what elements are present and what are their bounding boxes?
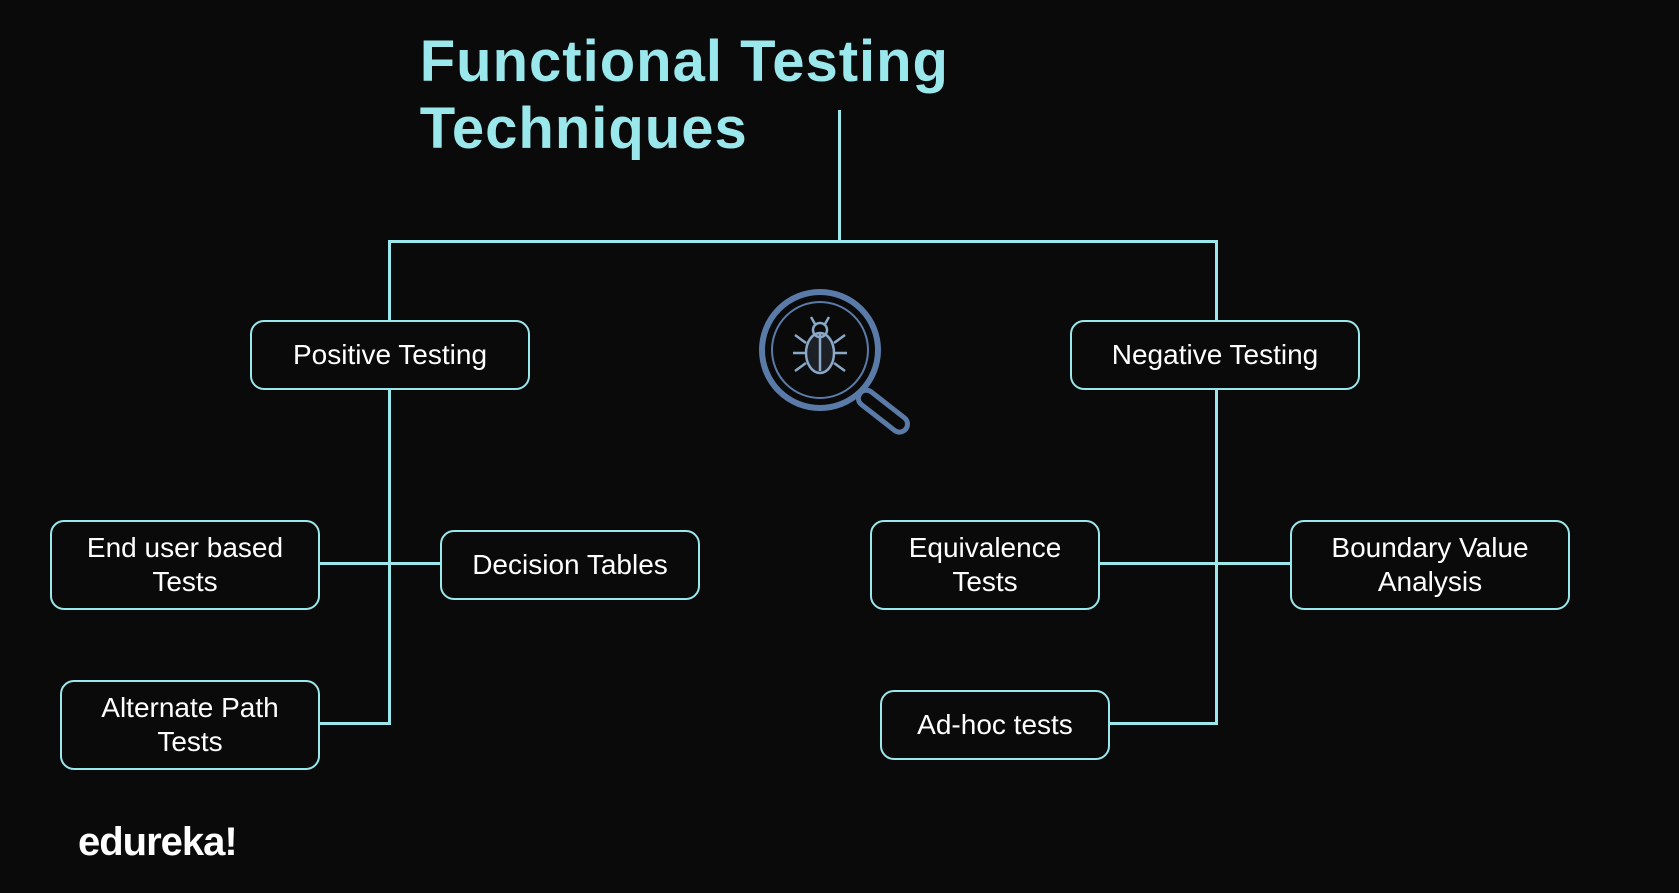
bug-magnifier-icon: [735, 275, 935, 460]
connector: [388, 240, 1218, 243]
connector: [1215, 562, 1218, 725]
node-decision-tables: Decision Tables: [440, 530, 700, 600]
connector: [1098, 562, 1218, 565]
brand-logo: edureka!: [78, 820, 237, 865]
connector: [388, 240, 391, 330]
connector: [1108, 722, 1218, 725]
connector: [1215, 562, 1293, 565]
connector: [388, 388, 391, 565]
node-boundary-value-analysis: Boundary Value Analysis: [1290, 520, 1570, 610]
connector: [388, 562, 443, 565]
node-end-user-tests: End user based Tests: [50, 520, 320, 610]
connector: [318, 722, 391, 725]
node-equivalence-tests: Equivalence Tests: [870, 520, 1100, 610]
node-alternate-path-tests: Alternate Path Tests: [60, 680, 320, 770]
node-positive-testing: Positive Testing: [250, 320, 530, 390]
connector: [838, 110, 841, 240]
connector: [1215, 388, 1218, 565]
node-negative-testing: Negative Testing: [1070, 320, 1360, 390]
node-adhoc-tests: Ad-hoc tests: [880, 690, 1110, 760]
connector: [1215, 240, 1218, 330]
connector: [388, 562, 391, 725]
